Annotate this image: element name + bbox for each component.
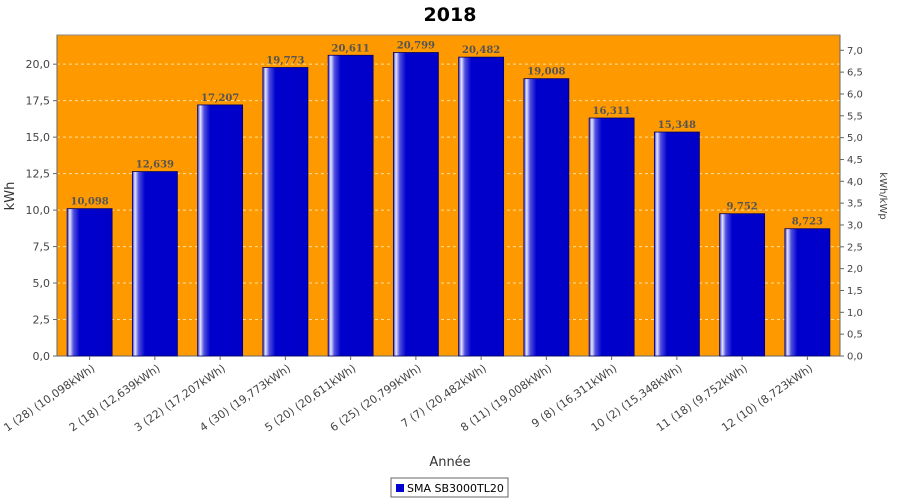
y2-tick-label: 7,0: [847, 46, 863, 57]
bar: [784, 228, 831, 357]
bar: [392, 52, 439, 357]
y2-tick-label: 6,0: [847, 89, 863, 100]
bar: [458, 56, 505, 357]
data-label: 16,311: [592, 106, 630, 117]
legend: SMA SB3000TL20: [390, 477, 509, 498]
data-label: 20,482: [462, 45, 500, 56]
data-label: 19,773: [266, 55, 304, 66]
data-labels: 10,098 12,639 17,207 19,773 20,611 20,799 20,4…: [70, 41, 823, 228]
data-label: 12,639: [136, 160, 174, 171]
bar: [719, 213, 766, 357]
y-tick-label: 10,0: [26, 204, 51, 217]
data-label: 20,799: [397, 41, 435, 52]
y2-tick-label: 0,5: [847, 330, 863, 341]
y2-tick-label: 3,5: [847, 199, 863, 210]
legend-swatch: [396, 484, 404, 492]
category-labels: 1 (28) (10,098kWh)2 (18) (12,639kWh)3 (2…: [2, 356, 815, 434]
y-tick-label: 0,0: [33, 350, 51, 363]
bar: [653, 131, 700, 357]
bar: [588, 117, 635, 357]
y2-tick-label: 0,0: [847, 352, 863, 363]
y2-tick-label: 4,5: [847, 155, 863, 166]
bar: [131, 171, 178, 357]
chart-title: 2018: [424, 4, 477, 26]
bar: [523, 78, 570, 357]
y2-tick-label: 5,0: [847, 133, 863, 144]
y-tick-label: 17,5: [26, 95, 51, 108]
y-axis-right: 0,0 0,5 1,0 1,5 2,0 2,5 3,0 3,5 4,0 4,5 5,0 5,5 6,0 6…: [839, 35, 863, 363]
y-tick-label: 12,5: [26, 168, 51, 181]
y2-tick-label: 1,5: [847, 286, 863, 297]
plot-area: [56, 34, 841, 357]
y-axis-left: 0,0 2,5 5,0 7,5 10,0 12,5 15,0 17,5 20,0: [26, 35, 840, 363]
y2-tick-label: 2,0: [847, 264, 863, 275]
legend-entry: SMA SB3000TL20: [407, 482, 504, 495]
y-tick-label: 15,0: [26, 131, 51, 144]
y-axis-label: kWh: [3, 182, 18, 211]
bar: [327, 54, 374, 357]
data-label: 8,723: [792, 217, 823, 228]
bar: [66, 208, 113, 357]
data-label: 17,207: [201, 93, 239, 104]
y-tick-label: 2,5: [33, 314, 51, 327]
x-axis-label: Année: [429, 455, 470, 470]
data-label: 19,008: [527, 67, 565, 78]
bar: [262, 67, 309, 357]
gridlines: [57, 63, 840, 321]
y-tick-label: 20,0: [26, 58, 51, 71]
y2-tick-label: 1,0: [847, 308, 863, 319]
y-tick-label: 5,0: [33, 277, 51, 290]
y2-tick-label: 3,0: [847, 220, 863, 231]
y-tick-label: 7,5: [33, 241, 51, 254]
data-label: 9,752: [726, 202, 757, 213]
y2-axis-label: kWh/kWp: [877, 172, 888, 219]
bar: [197, 104, 244, 357]
y2-tick-label: 6,5: [847, 68, 863, 79]
data-label: 20,611: [331, 43, 369, 54]
legend-box: [390, 477, 509, 498]
y2-tick-label: 5,5: [847, 111, 863, 122]
data-label: 10,098: [70, 197, 108, 208]
y2-tick-label: 2,5: [847, 242, 863, 253]
bars: [66, 52, 831, 357]
y2-tick-label: 4,0: [847, 177, 863, 188]
data-label: 15,348: [658, 120, 696, 131]
